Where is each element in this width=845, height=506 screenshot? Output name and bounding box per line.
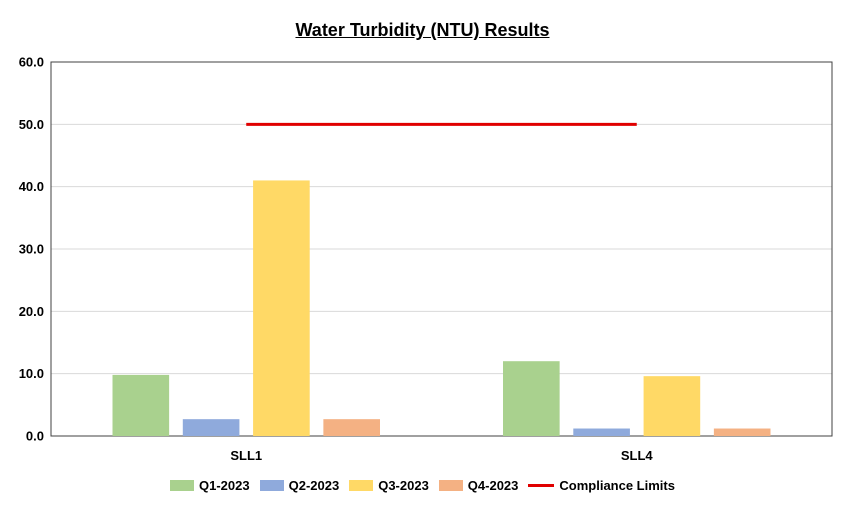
legend-label: Q2-2023 bbox=[288, 478, 340, 493]
legend-swatch bbox=[528, 484, 555, 487]
bar-q4-2023-sll4 bbox=[713, 428, 771, 436]
legend-label: Q4-2023 bbox=[467, 478, 519, 493]
legend-swatch bbox=[170, 480, 195, 491]
legend-label: Q1-2023 bbox=[199, 478, 250, 493]
bar-q4-2023-sll1 bbox=[323, 419, 380, 436]
legend-swatch bbox=[438, 480, 463, 491]
legend-item: Compliance Limits bbox=[528, 478, 675, 493]
legend-item: Q1-2023 bbox=[170, 478, 250, 493]
y-tick-label: 20.0 bbox=[19, 304, 44, 319]
y-tick-label: 0.0 bbox=[26, 429, 44, 444]
chart-title: Water Turbidity (NTU) Results bbox=[295, 20, 550, 40]
legend-item: Q4-2023 bbox=[438, 478, 519, 493]
x-tick-label: SLL1 bbox=[230, 448, 262, 463]
legend-item: Q3-2023 bbox=[349, 478, 429, 493]
legend-item: Q2-2023 bbox=[259, 478, 340, 493]
bar-q3-2023-sll1 bbox=[253, 180, 310, 436]
bar-q2-2023-sll4 bbox=[573, 428, 630, 436]
y-tick-label: 40.0 bbox=[19, 179, 44, 194]
bar-q2-2023-sll1 bbox=[182, 419, 240, 436]
legend-swatch bbox=[259, 480, 284, 491]
y-tick-label: 50.0 bbox=[19, 117, 44, 132]
x-tick-label: SLL4 bbox=[621, 448, 654, 463]
y-tick-label: 60.0 bbox=[19, 55, 44, 70]
bar-q1-2023-sll4 bbox=[503, 361, 560, 436]
bar-q1-2023-sll1 bbox=[112, 374, 170, 436]
legend: Q1-2023 Q2-2023 Q3-2023 Q4-2023 Compliance L… bbox=[0, 478, 845, 493]
legend-label: Q3-2023 bbox=[378, 478, 429, 493]
legend-swatch bbox=[349, 480, 374, 491]
plot-area: 0.0 10.0 20.0 30.0 40.0 50.0 60.0 SLL1 SLL4 bbox=[19, 55, 833, 463]
y-tick-label: 30.0 bbox=[19, 242, 44, 257]
bar-q3-2023-sll4 bbox=[643, 376, 701, 436]
y-tick-label: 10.0 bbox=[19, 366, 44, 381]
plot-border bbox=[50, 61, 833, 437]
legend-label: Compliance Limits bbox=[559, 478, 675, 493]
